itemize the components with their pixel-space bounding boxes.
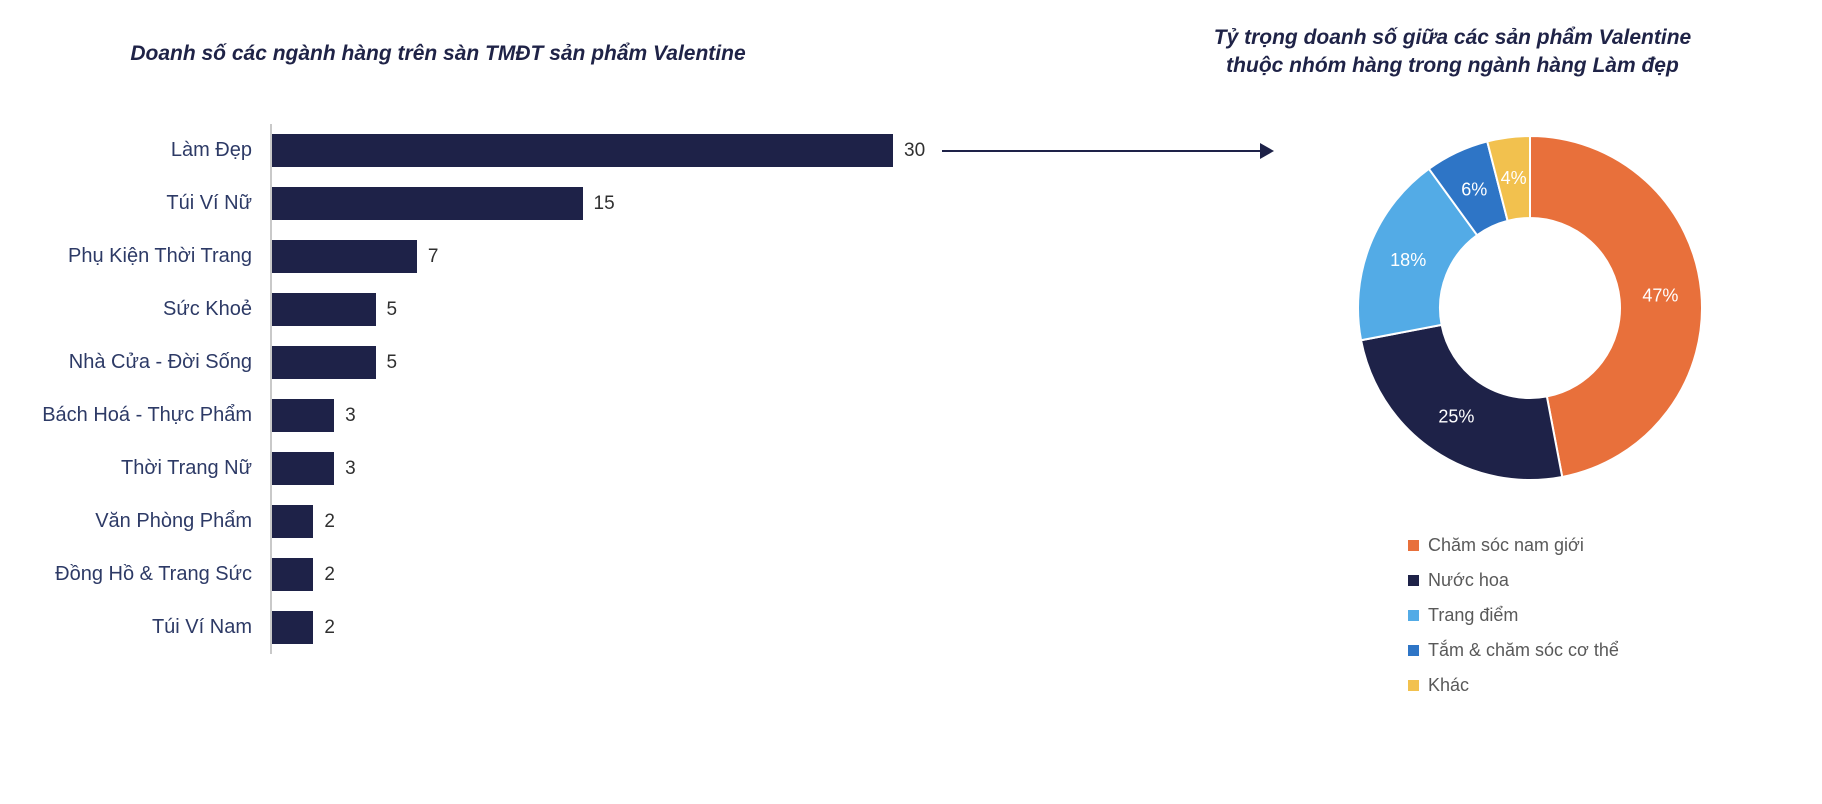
donut-legend: Chăm sóc nam giới Nước hoa Trang điểm Tắm &… (1408, 528, 1619, 703)
bar-row: Sức Khoẻ 5 (30, 283, 1010, 336)
bar-row: Đồng Hồ & Trang Sức 2 (30, 548, 1010, 601)
bar-track: 3 (270, 442, 893, 495)
legend-marker (1408, 540, 1419, 551)
bar-rows: Làm Đẹp 30 Túi Ví Nữ 15 Phụ Kiện Thời Trang 7… (30, 124, 1010, 654)
bar (272, 452, 335, 485)
bar-chart-title: Doanh số các ngành hàng trên sàn TMĐT sả… (130, 42, 746, 65)
legend-item: Khác (1408, 668, 1619, 703)
bar-value-label: 2 (324, 510, 335, 532)
bar-row: Thời Trang Nữ 3 (30, 442, 1010, 495)
bar-category-label: Nhà Cửa - Đời Sống (68, 351, 252, 373)
donut-segment-1 (1529, 135, 1703, 478)
arrow-head (1260, 143, 1274, 159)
donut-segment-3 (1357, 167, 1479, 342)
bar-value-label: 30 (904, 139, 926, 161)
legend-marker (1408, 680, 1419, 691)
bar-value-label: 5 (386, 298, 398, 320)
legend-label: Nước hoa (1428, 570, 1509, 590)
legend-label: Chăm sóc nam giới (1428, 535, 1584, 555)
legend-marker (1408, 610, 1419, 621)
legend-marker (1408, 575, 1419, 586)
donut-segment-2 (1360, 323, 1564, 481)
bar-category-label: Túi Ví Nữ (166, 192, 252, 214)
bar (272, 293, 376, 326)
bar-category-label: Thời Trang Nữ (121, 457, 252, 479)
bar-row: Làm Đẹp 30 (30, 124, 1010, 177)
donut-svg: 47% 25% 18% 6% 4% (1357, 135, 1703, 481)
bar (272, 611, 314, 644)
donut-segment-5 (1486, 135, 1531, 222)
donut-title-line2: thuộc nhóm hàng trong ngành hàng Làm đẹp (1226, 54, 1679, 78)
bar-row: Nhà Cửa - Đời Sống 5 (30, 336, 1010, 389)
bar-value-label: 3 (345, 457, 356, 479)
bar (272, 558, 314, 591)
bar-value-label: 7 (427, 245, 439, 267)
donut-value-label: 6% (1461, 179, 1487, 199)
bar (272, 346, 376, 379)
bar (272, 399, 335, 432)
legend-marker (1408, 645, 1419, 656)
bar-value-label: 2 (324, 616, 335, 638)
bar-category-label: Văn Phòng Phẩm (95, 510, 252, 532)
donut-value-label: 25% (1438, 406, 1474, 426)
legend-item: Nước hoa (1408, 563, 1619, 598)
bar-category-label: Đồng Hồ & Trang Sức (55, 563, 252, 585)
bar-value-label: 2 (324, 563, 335, 585)
bar-row: Văn Phòng Phẩm 2 (30, 495, 1010, 548)
bar (272, 240, 417, 273)
bar-track: 2 (270, 601, 893, 654)
bar-value-label: 3 (345, 404, 356, 426)
bar-track: 2 (270, 495, 893, 548)
bar-row: Túi Ví Nam 2 (30, 601, 1010, 654)
donut-title-line1: Tỷ trọng doanh số giữa các sản phẩm Vale… (1213, 26, 1692, 49)
legend-label: Trang điểm (1428, 605, 1519, 625)
bar-value-label: 5 (386, 351, 398, 373)
bar-category-label: Bách Hoá - Thực Phẩm (42, 404, 252, 426)
bar-track: 30 (270, 124, 925, 177)
donut-chart-title: Tỷ trọng doanh số giữa các sản phẩm Vale… (1080, 24, 1822, 81)
bar-row: Bách Hoá - Thực Phẩm 3 (30, 389, 1010, 442)
bar-category-label: Làm Đẹp (170, 139, 252, 161)
bar-track: 15 (270, 177, 893, 230)
legend-item: Trang điểm (1408, 598, 1619, 633)
donut-value-label: 47% (1642, 286, 1678, 306)
bar-value-label: 15 (593, 192, 615, 214)
bar-category-label: Túi Ví Nam (151, 616, 252, 638)
bar-track: 3 (270, 389, 893, 442)
legend-item: Tắm & chăm sóc cơ thể (1408, 633, 1619, 668)
legend-item: Chăm sóc nam giới (1408, 528, 1619, 563)
donut-value-label: 18% (1390, 250, 1426, 270)
bar-category-label: Sức Khoẻ (163, 298, 252, 320)
bar-track: 5 (270, 283, 893, 336)
bar-row: Túi Ví Nữ 15 (30, 177, 1010, 230)
bar (272, 187, 583, 220)
legend-label: Tắm & chăm sóc cơ thể (1428, 640, 1619, 660)
legend-label: Khác (1428, 675, 1470, 695)
bar-track: 2 (270, 548, 893, 601)
bar (272, 134, 893, 167)
bar (272, 505, 314, 538)
bar-category-label: Phụ Kiện Thời Trang (68, 245, 252, 267)
bar-track: 7 (270, 230, 893, 283)
bar-row: Phụ Kiện Thời Trang 7 (30, 230, 1010, 283)
arrow-to-donut-chart (942, 143, 1274, 159)
donut-value-label: 4% (1501, 168, 1527, 188)
bar-track: 5 (270, 336, 893, 389)
